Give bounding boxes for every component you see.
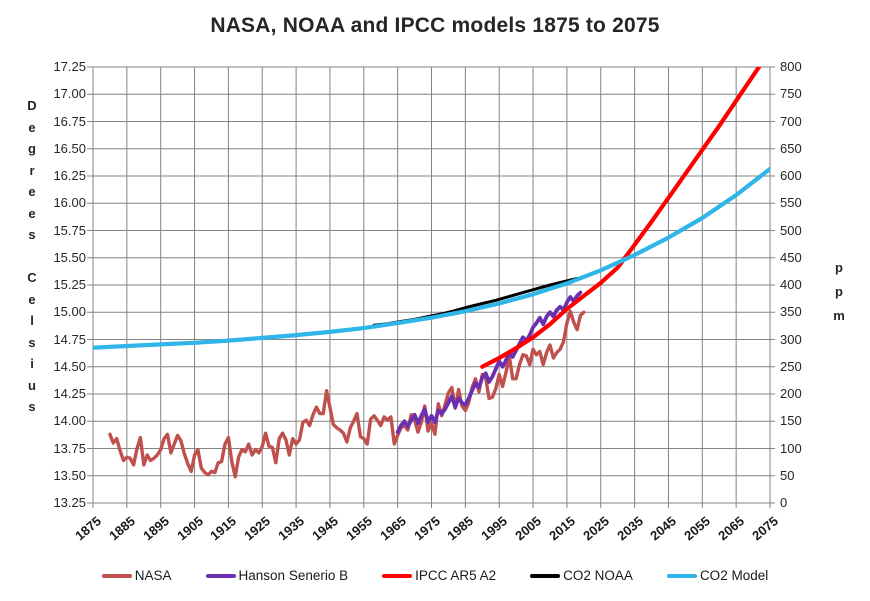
- right-tick-label: 400: [780, 277, 802, 292]
- legend-label: IPCC AR5 A2: [415, 568, 497, 583]
- right-tick-label: 50: [780, 467, 795, 483]
- right-tick-label: 300: [780, 331, 802, 347]
- series-nasa-line: [108, 309, 586, 479]
- left-tick-label: 13.50: [53, 467, 86, 483]
- left-tick-label: 16.25: [53, 168, 86, 183]
- left-tick-label: 15.00: [53, 304, 86, 320]
- legend-label: Hanson Senerio B: [238, 568, 349, 583]
- left-tick-label: 16.75: [53, 113, 86, 129]
- left-tick-label: 16.50: [53, 140, 86, 156]
- legend: NASA Hanson Senerio B IPCC AR5 A2 CO2 NOAA C…: [0, 568, 870, 583]
- right-tick-label: 0: [780, 495, 788, 510]
- legend-label: CO2 Model: [699, 568, 769, 583]
- legend-item: Hanson Senerio B: [205, 568, 349, 583]
- legend-label: CO2 NOAA: [563, 568, 633, 583]
- right-tick-label: 100: [780, 440, 802, 456]
- legend-line-swatch: [666, 573, 697, 578]
- right-tick-label: 450: [780, 249, 802, 265]
- right-tick-label: 600: [780, 168, 802, 183]
- legend-line-swatch: [205, 573, 236, 578]
- left-tick-label: 17.00: [53, 86, 86, 102]
- right-tick-label: 250: [780, 358, 802, 374]
- left-tick-label: 13.75: [53, 440, 86, 456]
- left-tick-label: 15.50: [53, 249, 86, 265]
- right-tick-label: 650: [780, 140, 802, 156]
- right-tick-label: 750: [780, 86, 802, 102]
- chart-title: NASA, NOAA and IPCC models 1875 to 2075: [210, 14, 660, 37]
- right-tick-label: 800: [780, 59, 802, 74]
- series-hanson-senerio-b-line: [395, 290, 583, 435]
- legend-item: CO2 NOAA: [530, 568, 633, 583]
- left-tick-label: 16.00: [53, 195, 86, 211]
- legend-line-swatch: [382, 573, 413, 578]
- left-tick-label: 15.25: [53, 277, 86, 292]
- right-tick-label: 550: [780, 195, 802, 211]
- legend-label: NASA: [134, 568, 172, 583]
- left-tick-label: 17.25: [53, 59, 86, 74]
- right-tick-label: 150: [780, 413, 802, 429]
- left-tick-label: 14.50: [53, 358, 86, 374]
- left-tick-label: 14.75: [53, 331, 86, 347]
- left-tick-label: 13.25: [53, 495, 86, 510]
- left-tick-label: 15.75: [53, 222, 86, 238]
- right-tick-label: 200: [780, 386, 802, 401]
- right-tick-label: 500: [780, 222, 802, 238]
- left-tick-label: 14.25: [53, 386, 86, 401]
- right-tick-label: 350: [780, 304, 802, 320]
- right-tick-label: 700: [780, 113, 802, 129]
- legend-line-swatch: [530, 573, 561, 578]
- series-ipcc-ar5-a2-line: [480, 67, 762, 369]
- left-tick-label: 14.00: [53, 413, 86, 429]
- legend-item: NASA: [101, 568, 172, 583]
- gridlines: [87, 66, 775, 508]
- legend-line-swatch: [101, 573, 132, 578]
- legend-item: CO2 Model: [666, 568, 769, 583]
- legend-item: IPCC AR5 A2: [382, 568, 496, 583]
- series-co2-model-line: [93, 166, 770, 350]
